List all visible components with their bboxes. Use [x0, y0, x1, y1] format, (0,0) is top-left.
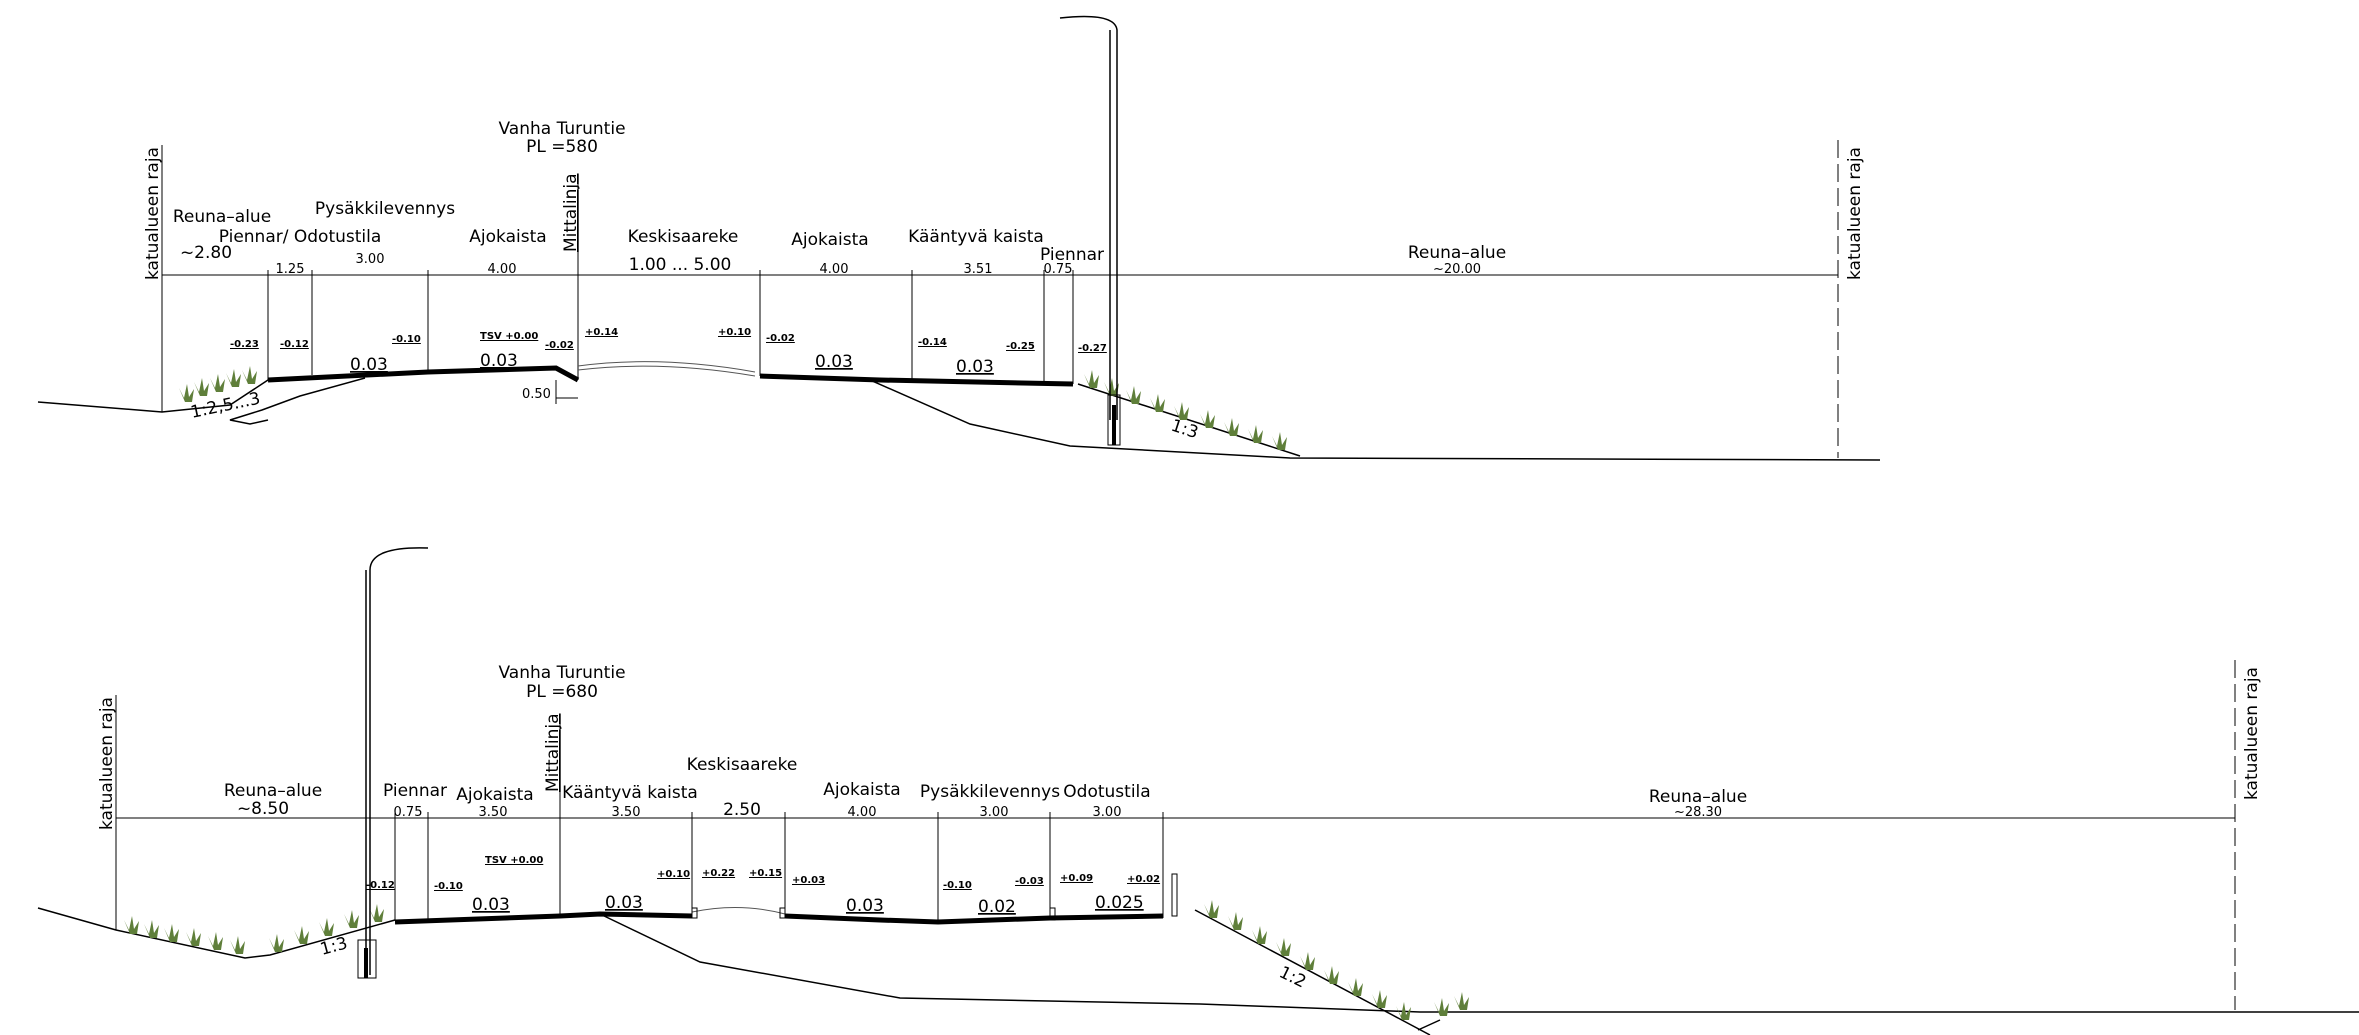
height-label: -0.25 [1006, 341, 1035, 352]
height-label: -0.10 [943, 880, 972, 891]
embankment-slope-label: 1:3 [318, 933, 350, 959]
cross-slope-label: 0.03 [480, 351, 518, 371]
embankment-slope-label: 1:2 [1276, 963, 1309, 993]
height-label: -0.10 [392, 334, 421, 345]
zone-width: 2.50 [723, 800, 761, 820]
zone-width: ~20.00 [1433, 262, 1481, 277]
height-label: -0.10 [434, 881, 463, 892]
boundary-left-label: katualueen raja [143, 147, 163, 280]
station-label: PL =680 [526, 682, 598, 702]
embankment-slope-label: 1:3 [1168, 416, 1200, 443]
height-label: +0.03 [792, 875, 825, 886]
zone-label: Ajokaista [791, 230, 868, 250]
boundary-left-label: katualueen raja [97, 697, 117, 830]
cross-slope-label: 0.03 [815, 352, 853, 372]
height-label: -0.27 [1078, 343, 1107, 354]
height-label: +0.15 [749, 868, 782, 879]
height-label: +0.02 [1127, 874, 1160, 885]
zone-width: ~8.50 [237, 799, 289, 819]
zone-width: 4.00 [488, 262, 517, 277]
zone-label: Pysäkkilevennys [920, 782, 1060, 802]
zone-label: Piennar [383, 781, 447, 801]
zone-width: 3.00 [980, 805, 1009, 820]
zone-width: 4.00 [848, 805, 877, 820]
station-label: PL =580 [526, 137, 598, 157]
zone-label: Reuna–alue [224, 781, 322, 801]
zone-width: 1.00 ... 5.00 [629, 255, 732, 275]
height-label: +0.10 [718, 327, 751, 338]
height-label: -0.02 [766, 333, 795, 344]
cross-slope-label: 0.025 [1095, 893, 1144, 913]
zone-width: 0.75 [394, 805, 423, 820]
height-label: -0.03 [1015, 876, 1044, 887]
zone-label: Piennar/ Odotustila [219, 227, 382, 247]
zone-label: Ajokaista [823, 780, 900, 800]
cross-slope-label: 0.02 [978, 897, 1016, 917]
centerline-label: Mittalinja [543, 713, 563, 792]
zone-width: 3.50 [479, 805, 508, 820]
zone-label: Pysäkkilevennys [315, 199, 455, 219]
zone-width: 3.50 [612, 805, 641, 820]
height-label: +0.09 [1060, 873, 1093, 884]
height-label: +0.10 [657, 869, 690, 880]
zone-width: 3.51 [964, 262, 993, 277]
height-label: +0.22 [702, 868, 735, 879]
centerline-label: Mittalinja [561, 173, 581, 252]
height-label: -0.23 [230, 339, 259, 350]
zone-label: Reuna–alue [1649, 787, 1747, 807]
zone-width: 3.00 [1093, 805, 1122, 820]
cross-slope-label: 0.03 [846, 896, 884, 916]
zone-width: ~28.30 [1674, 805, 1722, 820]
zone-label: Keskisaareke [687, 755, 798, 775]
zone-label: Keskisaareke [628, 227, 739, 247]
height-label: TSV +0.00 [480, 331, 538, 342]
road-name-label: Vanha Turuntie [498, 663, 625, 683]
height-label: TSV +0.00 [485, 855, 543, 866]
offset-label: 0.50 [522, 387, 551, 402]
height-label: -0.14 [918, 337, 947, 348]
zone-label: Piennar [1040, 245, 1104, 265]
zone-label: Kääntyvä kaista [562, 783, 698, 803]
cross-slope-label: 0.03 [350, 355, 388, 375]
zone-label: Reuna–alue [173, 207, 271, 227]
zone-width: 0.75 [1044, 262, 1073, 277]
zone-width: ~2.80 [180, 243, 232, 263]
street-light-icon [1059, 15, 1121, 446]
height-label: +0.14 [585, 327, 618, 338]
zone-width: 3.00 [356, 252, 385, 267]
zone-label: Ajokaista [456, 785, 533, 805]
zone-label: Odotustila [1063, 782, 1150, 802]
height-label: -0.12 [280, 339, 309, 350]
height-label: -0.02 [545, 340, 574, 351]
street-light-icon [357, 547, 429, 979]
cross-slope-label: 0.03 [472, 895, 510, 915]
zone-label: Ajokaista [469, 227, 546, 247]
section-pl680: Vanha Turuntie PL =680 katualueen raja k… [37, 547, 2359, 1035]
zone-width: 4.00 [820, 262, 849, 277]
height-label: -0.12 [366, 880, 395, 891]
boundary-right-label: katualueen raja [1845, 147, 1865, 280]
cross-slope-label: 0.03 [956, 357, 994, 377]
zone-label: Kääntyvä kaista [908, 227, 1044, 247]
zone-width: 1.25 [276, 262, 305, 277]
grass-right [1204, 900, 1469, 1020]
zone-label: Reuna–alue [1408, 243, 1506, 263]
cross-slope-label: 0.03 [605, 893, 643, 913]
boundary-right-label: katualueen raja [2242, 667, 2262, 800]
road-name-label: Vanha Turuntie [498, 119, 625, 139]
section-pl580: Vanha Turuntie PL =580 katualueen raja k… [37, 15, 1881, 461]
